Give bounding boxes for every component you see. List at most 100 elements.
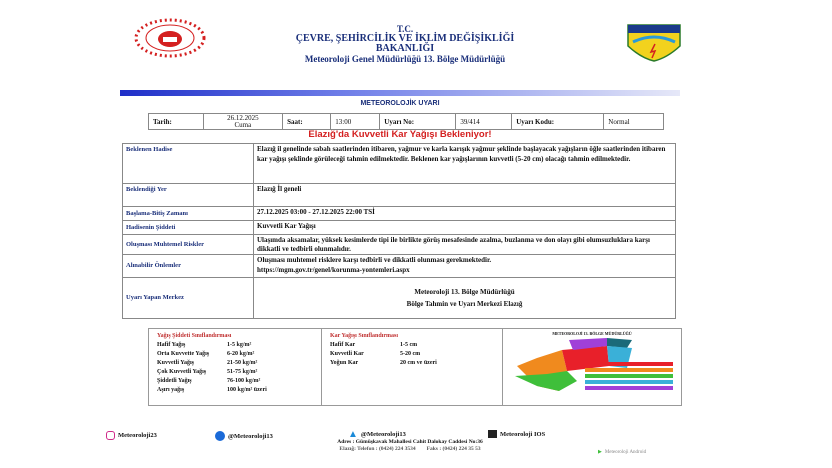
ministry-name-2: BAKANLIĞI	[375, 43, 435, 54]
classification-item: Hafif Yağış 1-5 kg/m²	[157, 341, 313, 350]
classification-item: Aşırı yağış 100 kg/m² üzeri	[157, 386, 313, 395]
ios-link[interactable]: Meteoroloji IOS	[488, 430, 545, 438]
region-map: METEOROLOJİ 13. BÖLGE MÜDÜRLÜĞÜ	[503, 329, 681, 405]
row-label: Başlama-Bitiş Zamanı	[122, 206, 254, 221]
map-region	[607, 338, 632, 348]
twitter-icon: ▲	[348, 429, 358, 440]
instagram-icon	[106, 431, 115, 440]
row-label: Beklenen Hadise	[122, 143, 254, 184]
directorate-name: Meteoroloji Genel Müdürlüğü 13. Bölge Mü…	[304, 54, 506, 64]
class-name: Kuvvetli Kar	[330, 351, 364, 357]
class-name: Çok Kuvvetli Yağış	[157, 369, 207, 375]
time-value: 13:00	[330, 113, 381, 130]
instagram-link[interactable]: Meteoroloji23	[106, 431, 157, 440]
classification-item: Kuvvetli Kar 5-20 cm	[330, 350, 494, 359]
classification-item: Hafif Kar 1-5 cm	[330, 341, 494, 350]
class-name: Kuvvetli Yağış	[157, 360, 194, 366]
legend-bar	[585, 374, 673, 378]
row-label: Uyarı Yapan Merkez	[122, 277, 254, 319]
class-name: Orta Kuvvette Yağış	[157, 351, 210, 357]
facebook-handle: @Meteoroloji13	[228, 432, 273, 440]
row-value-2: Bölge Tahmin ve Uyarı Merkezi Elazığ	[406, 300, 523, 308]
rain-classification: Yağış Şiddeti Sınıflandırması Hafif Yağı…	[149, 329, 322, 405]
header-bar	[120, 90, 680, 96]
snow-classification: Kar Yağışı Sınıflandırması Hafif Kar 1-5 …	[322, 329, 503, 405]
legend-bar	[585, 368, 673, 372]
row-value: Ulaşımda aksamalar, yüksek kesimlerde ti…	[253, 234, 676, 255]
ministry-logo	[134, 18, 206, 58]
date-value: 26.12.2025	[227, 113, 259, 122]
snow-title: Kar Yağışı Sınıflandırması	[330, 333, 399, 339]
class-range: 6-20 kg/m²	[227, 351, 255, 357]
android-label: Meteoroloji Android	[604, 449, 647, 455]
rain-title: Yağış Şiddeti Sınıflandırması	[157, 333, 232, 339]
details-table: Beklenen Hadise Elazığ il genelinde sabah…	[122, 143, 676, 319]
meteoroloji-logo	[627, 24, 681, 62]
ministry-name: ÇEVRE, ŞEHİRCİLİK VE İKLİM DEĞİŞİKLİĞİ	[295, 33, 515, 44]
map-title: METEOROLOJİ 13. BÖLGE MÜDÜRLÜĞÜ	[552, 331, 632, 336]
row-value: Meteoroloji 13. Bölge Müdürlüğü	[414, 288, 515, 296]
warning-title: METEOROLOJİK UYARI	[360, 100, 440, 107]
date-label: Tarih:	[148, 113, 204, 130]
map-region	[515, 371, 577, 391]
warning-no-value: 39/414	[455, 113, 513, 130]
row-label: Alınabilir Önlemler	[122, 254, 254, 278]
classification-item: Yoğun Kar 20 cm ve üzeri	[330, 359, 494, 368]
warning-code-label: Uyarı Kodu:	[511, 113, 605, 130]
classification-item: Şiddetli Yağış 76-100 kg/m²	[157, 377, 313, 386]
class-range: 100 kg/m² üzeri	[227, 387, 267, 393]
legend-bar	[585, 386, 673, 390]
classification-box: Yağış Şiddeti Sınıflandırması Hafif Yağı…	[148, 328, 682, 406]
class-name: Şiddetli Yağış	[157, 378, 192, 384]
contact-info: Adres : Gümüşkavak Mahallesi Cahit Dalok…	[250, 439, 570, 453]
class-name: Hafif Kar	[330, 342, 356, 348]
map-region	[562, 346, 609, 371]
header-line: T.C.	[396, 24, 414, 34]
row-value: Elazığ İl geneli	[253, 183, 676, 207]
instagram-handle: Meteoroloji23	[118, 432, 157, 439]
row-value: Oluşması muhtemel risklere karşı tedbirl…	[257, 256, 492, 264]
class-range: 20 cm ve üzeri	[400, 360, 437, 366]
map-region	[569, 338, 607, 350]
facebook-link[interactable]: @Meteoroloji13	[215, 431, 273, 441]
headline: Elazığ'da Kuvvetli Kar Yağışı Bekleniyor…	[308, 129, 492, 140]
warning-code-value: Normal	[603, 113, 664, 130]
row-label: Beklendiği Yer	[122, 183, 254, 207]
class-range: 5-20 cm	[400, 351, 421, 357]
warning-no-label: Uyarı No:	[379, 113, 457, 130]
legend-bar	[585, 380, 673, 384]
classification-item: Kuvvetli Yağış 21-50 kg/m²	[157, 359, 313, 368]
header-title: T.C. ÇEVRE, ŞEHİRCİLİK VE İKLİM DEĞİŞİKL…	[230, 24, 580, 64]
legend-bar	[585, 362, 673, 366]
fax: Faks : (0424) 224 35 53	[426, 446, 481, 452]
twitter-link[interactable]: ▲ @Meteoroloji13	[348, 429, 406, 440]
row-value: 27.12.2025 03:00 - 27.12.2025 22:00 TSİ	[253, 206, 676, 221]
info-table: Tarih: 26.12.2025 Cuma Saat: 13:00 Uyarı …	[148, 113, 664, 130]
row-value: Kuvvetli Kar Yağışı	[253, 220, 676, 235]
apple-icon	[488, 430, 497, 438]
row-value: Elazığ il genelinde sabah saatlerinden i…	[253, 143, 676, 184]
class-range: 1-5 kg/m²	[227, 342, 252, 348]
class-range: 21-50 kg/m²	[227, 360, 258, 366]
android-link[interactable]: ▶ Meteoroloji Android	[598, 449, 647, 456]
class-name: Yoğun Kar	[330, 360, 359, 366]
protection-link[interactable]: https://mgm.gov.tr/genel/korunma-yonteml…	[257, 265, 410, 274]
classification-item: Çok Kuvvetli Yağış 51-75 kg/m²	[157, 368, 313, 377]
class-name: Aşırı yağış	[157, 387, 185, 393]
day-value: Cuma	[234, 120, 252, 129]
address: Adres : Gümüşkavak Mahallesi Cahit Dalok…	[337, 439, 483, 445]
classification-item: Orta Kuvvette Yağış 6-20 kg/m²	[157, 350, 313, 359]
twitter-handle: @Meteoroloji13	[360, 431, 406, 438]
class-range: 1-5 cm	[400, 342, 418, 348]
class-range: 76-100 kg/m²	[227, 378, 261, 384]
map-graphic	[515, 338, 673, 391]
time-label: Saat:	[282, 113, 332, 130]
play-store-icon: ▶	[598, 450, 602, 455]
facebook-icon	[215, 431, 225, 441]
row-label: Hadisenin Şiddeti	[122, 220, 254, 235]
phone: Elazığ: Telefon : (0424) 224 3534	[339, 446, 416, 452]
class-name: Hafif Yağış	[157, 342, 186, 348]
class-range: 51-75 kg/m²	[227, 369, 258, 375]
row-label: Oluşması Muhtemel Riskler	[122, 234, 254, 255]
